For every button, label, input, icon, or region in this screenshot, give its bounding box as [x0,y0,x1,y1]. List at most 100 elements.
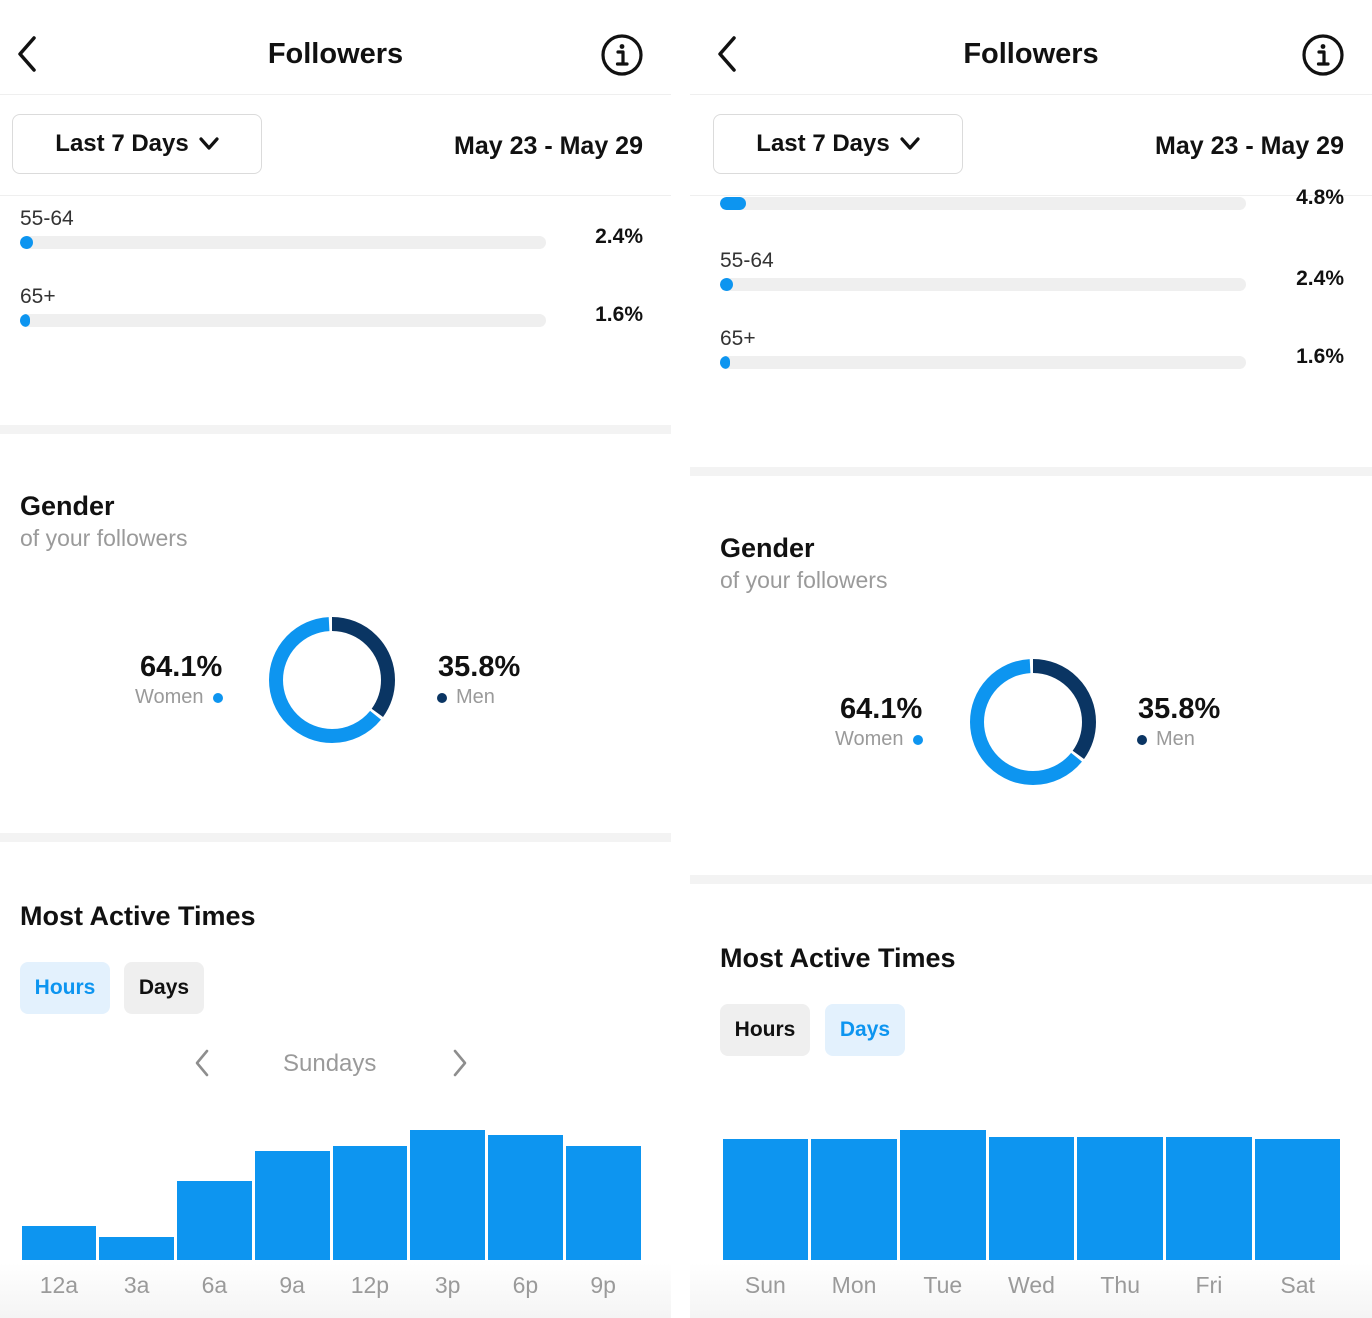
filter-bar: Last 7 Days May 23 - May 29 [690,96,1372,196]
top-bar: Followers [0,0,671,95]
age-range-label: 65+ [720,327,756,350]
age-range-percent: 2.4% [1296,267,1344,290]
section-divider [690,875,1372,884]
date-range-dropdown[interactable]: Last 7 Days [12,114,262,174]
age-range-label: 55-64 [720,249,774,272]
x-tick-label: 3p [434,1272,461,1298]
women-legend: Women [135,686,223,709]
x-tick-label: Sun [744,1272,786,1298]
chevron-left-icon[interactable] [14,34,44,74]
chart-bar [811,1139,897,1260]
x-tick-label: Wed [1008,1272,1055,1298]
women-label: Women [135,686,204,708]
chart-bar [1166,1136,1252,1260]
age-range-fill [20,236,34,249]
x-tick-label: Sat [1280,1272,1315,1298]
gender-donut-chart [970,659,1096,785]
day-selector-label: Sundays [283,1050,377,1077]
tab-days[interactable]: Days [124,962,204,1014]
chart-bar [488,1135,563,1260]
age-range-row: 4.8% [720,168,1344,228]
tab-hours[interactable]: Hours [720,1004,810,1056]
chart-bar [410,1130,485,1260]
chart-bar [722,1139,809,1260]
age-range-fill [720,197,747,210]
previous-day-chevron-icon[interactable] [192,1048,212,1078]
women-percent: 64.1% [140,651,223,683]
x-tick-label: 3a [123,1272,150,1298]
men-slice [970,659,1096,785]
age-range-track [20,236,546,249]
left-screen: Followers Last 7 Days May 23 - May 29 55… [0,0,671,1318]
age-range-percent: 1.6% [1296,345,1344,368]
x-tick-label: 9a [279,1272,305,1298]
age-range-track [720,356,1246,369]
chart-bar [254,1150,330,1260]
x-tick-label: Mon [831,1272,877,1298]
x-tick-label: 12a [39,1272,79,1298]
women-percent: 64.1% [840,693,923,725]
tab-days[interactable]: Days [825,1004,905,1056]
next-day-chevron-icon[interactable] [450,1048,470,1078]
dropdown-label: Last 7 Days [756,130,890,157]
gender-subtitle: of your followers [20,525,188,551]
age-range-row: 55-64 2.4% [20,207,643,267]
info-icon[interactable] [1301,33,1345,77]
dropdown-label: Last 7 Days [55,130,189,157]
age-range-label: 65+ [20,285,56,308]
men-slice [269,617,395,743]
filter-bar: Last 7 Days May 23 - May 29 [0,96,671,196]
tab-hours[interactable]: Hours [20,962,110,1014]
gender-subtitle: of your followers [720,567,888,593]
chart-bar [565,1145,641,1260]
x-tick-label: Tue [923,1272,963,1298]
men-legend: Men [437,686,495,709]
age-range-track [720,197,1246,210]
age-range-fill [20,314,30,327]
men-percent: 35.8% [1138,693,1221,725]
gender-title: Gender [720,533,815,563]
active-times-title: Most Active Times [20,901,256,931]
gender-title: Gender [20,491,115,521]
women-slice [970,659,1096,785]
x-tick-label: Thu [1100,1272,1141,1298]
age-range-row: 65+ 1.6% [720,327,1344,387]
right-screen: Followers Last 7 Days May 23 - May 29 4.… [690,0,1372,1318]
section-divider [690,467,1372,476]
age-range-row: 65+ 1.6% [20,285,643,345]
chart-bar [177,1180,252,1260]
men-label: Men [1156,728,1195,750]
women-label: Women [835,728,904,750]
age-range-fill [720,278,734,291]
men-dot-icon [1137,734,1147,745]
info-icon[interactable] [600,33,644,77]
men-label: Men [456,686,495,708]
chart-bar [899,1130,986,1260]
age-range-track [720,278,1246,291]
age-range-percent: 1.6% [595,303,643,326]
hours-bar-chart: 12a 3a 6a 9a 12p 3p 6p 9p [20,1130,642,1310]
chart-bar [332,1145,408,1260]
x-tick-label: 9p [590,1272,616,1298]
age-range-fill [720,356,730,369]
page-title: Followers [963,38,1099,70]
women-legend: Women [835,728,923,751]
chart-bar [99,1236,174,1260]
top-bar: Followers [690,0,1372,95]
chevron-left-icon[interactable] [714,34,744,74]
page-title: Followers [267,38,404,70]
chart-bar [1077,1136,1164,1260]
women-dot-icon [212,692,223,703]
gender-donut-chart [269,617,395,743]
x-tick-label: 6a [201,1272,228,1298]
axis-background [0,1263,671,1318]
age-range-row: 55-64 2.4% [720,249,1344,309]
days-bar-chart: Sun Mon Tue Wed Thu Fri Sat [721,1130,1342,1310]
date-range-text: May 23 - May 29 [1155,132,1344,160]
section-divider [0,833,671,842]
x-tick-label: Fri [1195,1272,1223,1298]
date-range-text: May 23 - May 29 [454,132,643,160]
date-range-dropdown[interactable]: Last 7 Days [713,114,963,174]
age-range-track [20,314,546,327]
men-percent: 35.8% [438,651,521,683]
